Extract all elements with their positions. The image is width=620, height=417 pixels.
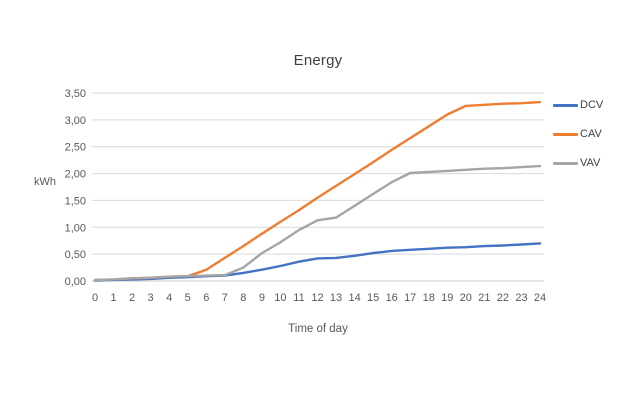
- x-tick-label: 6: [203, 292, 209, 304]
- legend: DCV CAV VAV: [553, 97, 603, 184]
- legend-label-cav: CAV: [580, 128, 602, 140]
- y-tick-label: 3,00: [65, 115, 86, 127]
- legend-swatch-vav: [553, 161, 578, 165]
- x-axis-ticks: 0 1 2 3 4 5 6 7 8 9 10 11 12 13 14 15 16 17 18 19 20 21 22 23 24: [92, 292, 546, 304]
- series-line-dcv: [93, 242, 542, 282]
- x-tick-label: 3: [148, 292, 154, 304]
- x-tick-label: 24: [534, 292, 546, 304]
- y-tick-label: 1,50: [65, 195, 86, 207]
- y-axis-title: kWh: [34, 176, 56, 188]
- x-axis-title: Time of day: [288, 323, 348, 335]
- x-tick-label: 7: [222, 292, 228, 304]
- y-tick-label: 3,50: [65, 88, 86, 100]
- y-tick-label: 2,50: [65, 142, 86, 154]
- legend-item-cav: CAV: [553, 126, 603, 142]
- y-tick-label: 0,00: [65, 276, 86, 288]
- x-tick-label: 8: [240, 292, 246, 304]
- x-tick-label: 4: [166, 292, 172, 304]
- x-tick-label: 1: [110, 292, 116, 304]
- legend-swatch-dcv: [553, 103, 578, 107]
- legend-item-dcv: DCV: [553, 97, 603, 113]
- x-tick-label: 9: [259, 292, 265, 304]
- series-line-cav: [93, 100, 542, 282]
- chart-title: Energy: [293, 52, 343, 69]
- legend-swatch-cav: [553, 132, 578, 136]
- legend-label-dcv: DCV: [580, 99, 604, 111]
- x-tick-label: 2: [129, 292, 135, 304]
- x-tick-label: 20: [460, 292, 472, 304]
- x-tick-label: 5: [185, 292, 191, 304]
- x-tick-label: 0: [92, 292, 98, 304]
- x-tick-label: 14: [348, 292, 360, 304]
- y-tick-label: 2,00: [65, 169, 86, 181]
- y-tick-label: 0,50: [65, 249, 86, 261]
- x-tick-label: 16: [386, 292, 398, 304]
- legend-item-vav: VAV: [553, 155, 603, 171]
- x-tick-label: 15: [367, 292, 379, 304]
- x-tick-label: 19: [441, 292, 453, 304]
- x-tick-label: 17: [404, 292, 416, 304]
- y-tick-label: 1,00: [65, 222, 86, 234]
- gridlines: [92, 92, 544, 282]
- x-tick-label: 18: [423, 292, 435, 304]
- x-tick-label: 13: [330, 292, 342, 304]
- x-tick-label: 11: [293, 292, 304, 304]
- y-axis-ticks: 0,00 0,50 1,00 1,50 2,00 2,50 3,00 3,50: [65, 88, 86, 288]
- x-tick-label: 22: [497, 292, 509, 304]
- x-tick-label: 10: [274, 292, 286, 304]
- x-tick-label: 23: [515, 292, 527, 304]
- legend-label-vav: VAV: [580, 157, 601, 169]
- series-line-vav: [93, 164, 542, 282]
- x-tick-label: 12: [311, 292, 323, 304]
- x-tick-label: 21: [478, 292, 490, 304]
